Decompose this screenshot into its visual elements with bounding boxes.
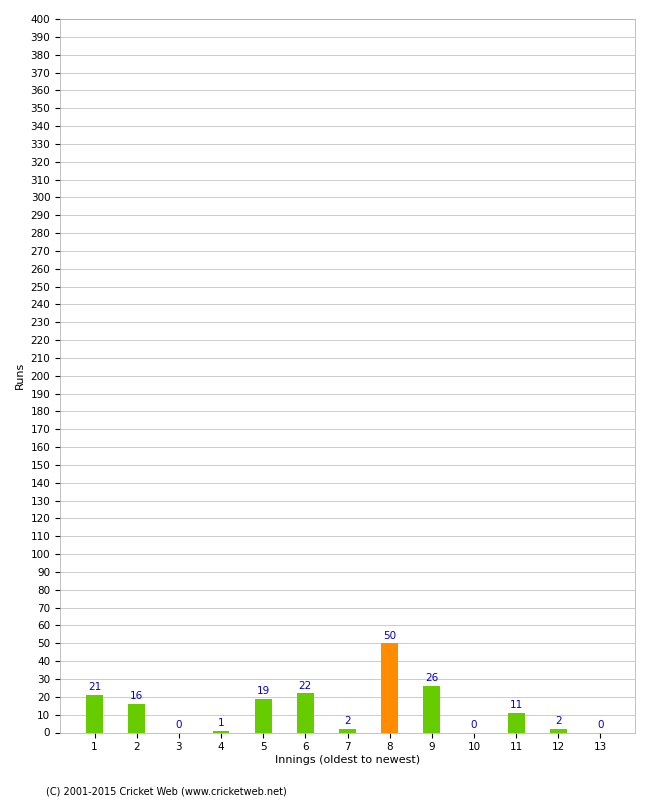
- Text: 50: 50: [383, 630, 396, 641]
- X-axis label: Innings (oldest to newest): Innings (oldest to newest): [275, 755, 420, 765]
- Text: 1: 1: [218, 718, 224, 728]
- Text: 21: 21: [88, 682, 101, 692]
- Text: 0: 0: [597, 720, 604, 730]
- Bar: [423, 686, 440, 733]
- Text: 0: 0: [471, 720, 477, 730]
- Bar: [297, 694, 314, 733]
- Text: 0: 0: [176, 720, 182, 730]
- Bar: [213, 730, 229, 733]
- Bar: [382, 643, 398, 733]
- Bar: [86, 695, 103, 733]
- Text: 2: 2: [555, 716, 562, 726]
- Bar: [508, 713, 525, 733]
- Bar: [339, 729, 356, 733]
- Bar: [255, 698, 272, 733]
- Text: 19: 19: [257, 686, 270, 696]
- Text: 22: 22: [299, 681, 312, 690]
- Text: 2: 2: [344, 716, 351, 726]
- Text: 11: 11: [510, 700, 523, 710]
- Bar: [550, 729, 567, 733]
- Y-axis label: Runs: Runs: [15, 362, 25, 390]
- Text: 16: 16: [130, 691, 144, 702]
- Bar: [128, 704, 145, 733]
- Text: (C) 2001-2015 Cricket Web (www.cricketweb.net): (C) 2001-2015 Cricket Web (www.cricketwe…: [46, 786, 286, 796]
- Text: 26: 26: [425, 674, 439, 683]
